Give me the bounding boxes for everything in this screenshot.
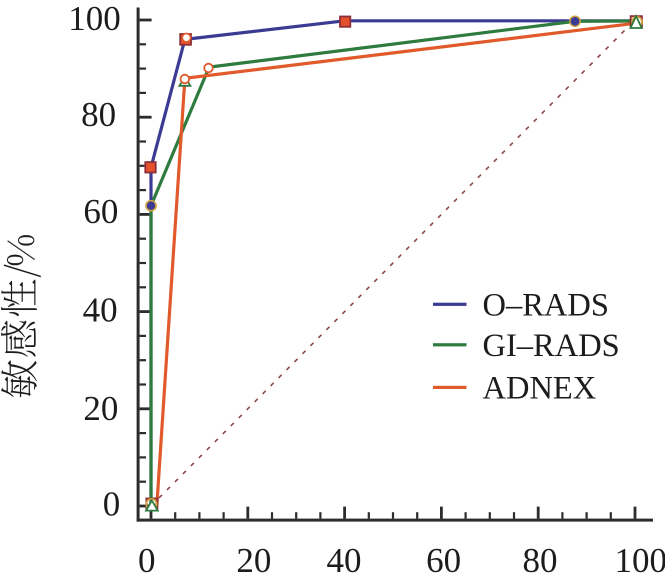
svg-text:40: 40 bbox=[83, 291, 118, 330]
svg-text:GI–RADS: GI–RADS bbox=[483, 328, 620, 364]
svg-text:20: 20 bbox=[236, 541, 271, 577]
svg-text:60: 60 bbox=[426, 541, 461, 577]
svg-text:0: 0 bbox=[138, 541, 156, 577]
svg-text:60: 60 bbox=[83, 192, 118, 231]
svg-text:80: 80 bbox=[81, 95, 116, 134]
svg-text:100: 100 bbox=[68, 0, 121, 38]
svg-text:O–RADS: O–RADS bbox=[483, 288, 609, 324]
svg-text:100: 100 bbox=[614, 541, 665, 577]
svg-text:20: 20 bbox=[83, 389, 118, 428]
svg-text:0: 0 bbox=[103, 484, 121, 523]
svg-text:80: 80 bbox=[523, 541, 558, 577]
svg-text:ADNEX: ADNEX bbox=[483, 371, 597, 407]
svg-text:40: 40 bbox=[327, 541, 362, 577]
